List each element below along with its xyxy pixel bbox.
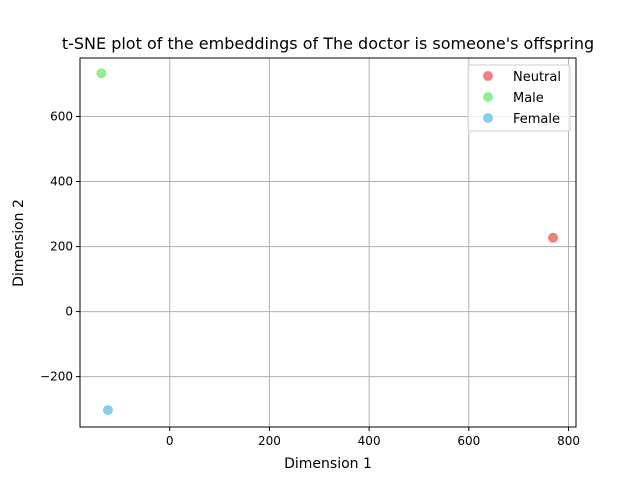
data-point-female — [102, 405, 113, 416]
x-tick-label: 200 — [258, 434, 281, 448]
y-tick-label: −200 — [40, 370, 73, 384]
legend-box — [467, 64, 571, 132]
x-tick-label: 600 — [457, 434, 480, 448]
legend-label-female: Female — [513, 112, 560, 127]
y-axis-label: Dimension 2 — [11, 199, 27, 287]
x-axis-label: Dimension 1 — [284, 456, 372, 472]
data-points — [96, 68, 559, 416]
y-tick-label: 200 — [50, 240, 73, 254]
data-point-neutral — [548, 232, 559, 243]
legend-marker-male — [483, 92, 493, 102]
y-tick-label: 600 — [50, 110, 73, 124]
legend: Neutral Male Female — [467, 64, 571, 132]
chart-title: t-SNE plot of the embeddings of The doct… — [62, 34, 594, 53]
legend-marker-neutral — [483, 71, 493, 81]
axis-ticks: 0 200 400 600 800 −200 0 200 400 600 — [40, 110, 580, 448]
x-tick-label: 800 — [557, 434, 580, 448]
y-tick-label: 0 — [65, 305, 73, 319]
data-point-male — [96, 68, 107, 79]
plot-area-frame — [79, 57, 577, 428]
legend-label-male: Male — [513, 91, 544, 106]
legend-marker-female — [483, 113, 493, 123]
legend-label-neutral: Neutral — [513, 70, 561, 85]
y-tick-label: 400 — [50, 175, 73, 189]
x-tick-label: 0 — [166, 434, 174, 448]
x-tick-label: 400 — [358, 434, 381, 448]
